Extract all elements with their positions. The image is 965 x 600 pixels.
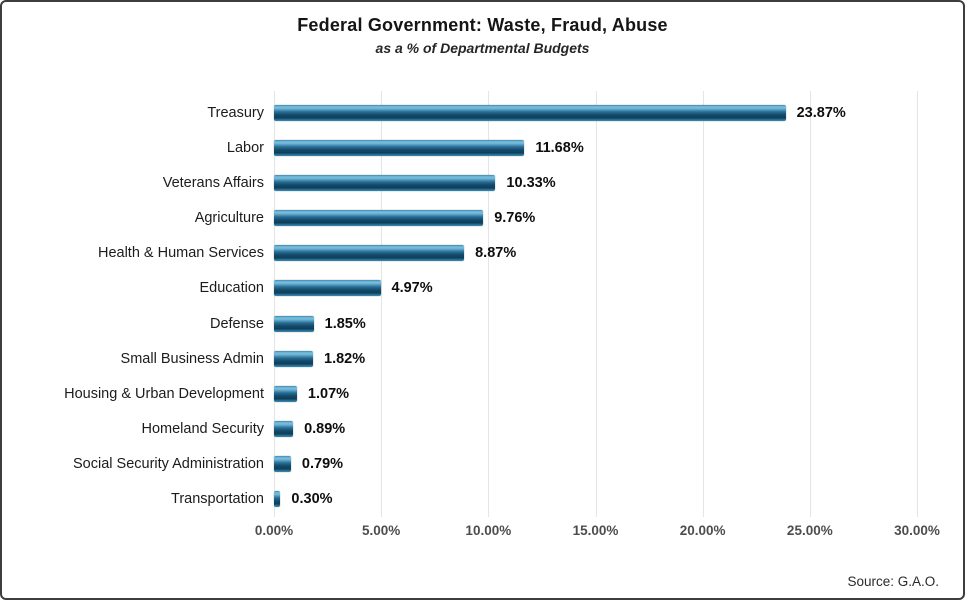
chart-row: Veterans Affairs 10.33%: [16, 165, 917, 200]
category-label: Housing & Urban Development: [64, 385, 264, 402]
value-label: 10.33%: [506, 174, 556, 191]
bar-track: 11.68%: [274, 130, 917, 165]
bar: [274, 174, 496, 191]
bar: [274, 245, 465, 262]
bar-track: 4.97%: [274, 271, 917, 306]
plot-area: Treasury 23.87% Labor 11.68% Veterans Affair…: [16, 91, 918, 517]
x-tick-label: 20.00%: [679, 523, 726, 538]
value-label: 8.87%: [475, 245, 517, 262]
value-label: 1.82%: [324, 350, 366, 367]
chart-subtitle: as a % of Departmental Budgets: [375, 40, 590, 56]
bar: [274, 456, 291, 473]
value-label: 0.30%: [291, 491, 333, 508]
bar-track: 8.87%: [274, 236, 917, 271]
chart-row: Health & Human Services 8.87%: [16, 236, 917, 271]
chart-row: Transportation 0.30%: [16, 482, 917, 517]
value-label: 9.76%: [494, 210, 536, 227]
chart-rows: Treasury 23.87% Labor 11.68% Veterans Affair…: [16, 95, 917, 517]
bar-track: 1.82%: [274, 341, 917, 376]
x-tick-label: 0.00%: [254, 523, 294, 538]
bar: [274, 385, 297, 402]
bar-track: 1.07%: [274, 376, 917, 411]
x-axis: 0.00% 5.00% 10.00% 15.00% 20.00% 25.00% 30.00%: [255, 523, 940, 545]
chart-row: Labor 11.68%: [16, 130, 917, 165]
chart-row: Homeland Security 0.89%: [16, 412, 917, 447]
category-label: Labor: [226, 139, 264, 156]
category-label: Small Business Admin: [120, 350, 264, 367]
x-tick-label: 5.00%: [362, 523, 401, 538]
bar: [274, 139, 525, 156]
value-label: 0.89%: [304, 421, 346, 438]
bar: [274, 210, 484, 227]
category-label: Treasury: [207, 104, 264, 121]
bar-track: 23.87%: [274, 95, 917, 130]
value-label: 11.68%: [535, 139, 584, 156]
bar: [274, 315, 314, 332]
category-label: Veterans Affairs: [162, 174, 264, 191]
chart-title: Federal Government: Waste, Fraud, Abuse: [297, 15, 668, 35]
category-label: Homeland Security: [141, 421, 265, 438]
x-tick-label: 15.00%: [572, 523, 619, 538]
gridline: [488, 91, 490, 517]
category-label: Education: [199, 280, 265, 297]
bar: [274, 350, 313, 367]
value-label: 0.79%: [301, 456, 344, 473]
chart-row: Treasury 23.87%: [16, 95, 917, 130]
chart-row: Social Security Administration 0.79%: [16, 447, 917, 482]
gridline: [917, 91, 918, 517]
gridline: [809, 91, 811, 517]
bar-track: 0.30%: [274, 482, 917, 517]
gridline: [702, 91, 704, 517]
gridline: [274, 91, 275, 517]
category-label: Transportation: [171, 491, 264, 508]
value-label: 23.87%: [796, 104, 846, 121]
x-tick-label: 10.00%: [465, 523, 512, 538]
category-label: Agriculture: [194, 210, 264, 227]
x-tick-label: 30.00%: [894, 523, 940, 538]
category-label: Social Security Administration: [73, 456, 264, 473]
bar: [274, 104, 786, 121]
chart-row: Education 4.97%: [16, 271, 917, 306]
bar: [274, 491, 281, 508]
bar: [274, 280, 381, 297]
category-label: Defense: [209, 315, 264, 332]
bar-track: 0.89%: [274, 412, 917, 447]
bar-track: 1.85%: [274, 306, 917, 341]
gridline: [595, 91, 597, 517]
x-tick-label: 25.00%: [786, 523, 833, 538]
grid-layer: [274, 91, 918, 517]
chart-row: Agriculture 9.76%: [16, 201, 917, 236]
source-note: Source: G.A.O.: [847, 574, 939, 589]
chart-row: Housing & Urban Development 1.07%: [16, 376, 917, 411]
chart-row: Defense 1.85%: [16, 306, 917, 341]
bar: [274, 421, 294, 438]
value-label: 4.97%: [391, 280, 433, 297]
bar-track: 9.76%: [274, 201, 917, 236]
chart-row: Small Business Admin 1.82%: [16, 341, 917, 376]
value-label: 1.85%: [324, 315, 366, 332]
bar-track: 10.33%: [274, 165, 917, 200]
value-label: 1.07%: [307, 385, 350, 402]
bar-track: 0.79%: [274, 447, 917, 482]
category-label: Health & Human Services: [97, 245, 264, 262]
gridline: [381, 91, 383, 517]
